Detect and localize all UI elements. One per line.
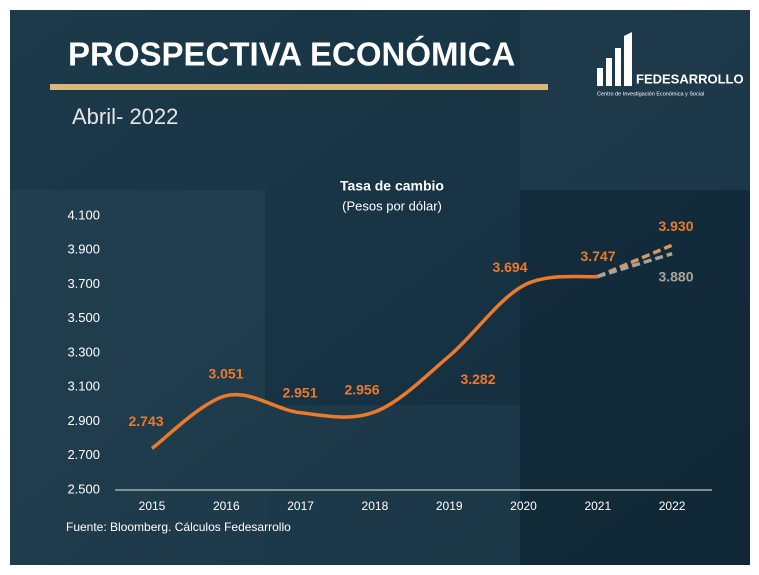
value-label: 2.956	[344, 382, 379, 398]
value-label: 3.694	[492, 259, 527, 275]
x-tick-label: 2016	[213, 499, 240, 513]
y-tick-label: 4.100	[67, 207, 100, 222]
value-label: 2.743	[128, 413, 163, 429]
title-underline	[50, 84, 548, 90]
value-label: 3.282	[460, 371, 495, 387]
y-tick-label: 3.300	[67, 344, 100, 359]
x-tick-label: 2019	[436, 499, 463, 513]
x-tick-label: 2015	[139, 499, 166, 513]
x-tick-label: 2020	[510, 499, 537, 513]
chart-title: Tasa de cambio	[340, 178, 444, 194]
bg-panel	[520, 190, 750, 565]
page-title: PROSPECTIVA ECONÓMICA	[68, 36, 515, 73]
value-label: 3.880	[658, 268, 693, 284]
line	[150, 274, 599, 450]
source: Fuente: Bloomberg. Cálculos Fedesarrollo	[66, 520, 291, 534]
x-tick-label: 2022	[659, 499, 686, 513]
y-tick-label: 3.900	[67, 242, 100, 257]
x-tick-label: 2021	[584, 499, 611, 513]
y-tick-label: 2.900	[67, 413, 100, 428]
x-tick-label: 2018	[362, 499, 389, 513]
value-label: 2.951	[282, 384, 317, 400]
logo: FEDESARROLLO	[636, 71, 744, 86]
bg-panel	[265, 405, 520, 565]
value-label: 3.747	[580, 248, 615, 264]
y-tick-label: 3.500	[67, 310, 100, 325]
bg-panel	[10, 190, 265, 565]
y-tick-label: 3.100	[67, 379, 100, 394]
y-tick-label: 2.500	[67, 481, 100, 496]
forecast-line	[597, 252, 673, 279]
chart-subtitle: (Pesos por dólar)	[342, 198, 442, 213]
value-label: 3.051	[208, 365, 243, 381]
y-tick-label: 3.700	[67, 276, 100, 291]
date: Abril- 2022	[72, 104, 178, 129]
bg-panel	[520, 10, 750, 190]
logo-subtitle: Centro de Investigación Económica y Soci…	[597, 91, 704, 97]
y-tick-label: 2.700	[67, 447, 100, 462]
logo-icon	[597, 32, 632, 86]
value-label: 3.930	[658, 218, 693, 234]
x-tick-label: 2017	[287, 499, 314, 513]
